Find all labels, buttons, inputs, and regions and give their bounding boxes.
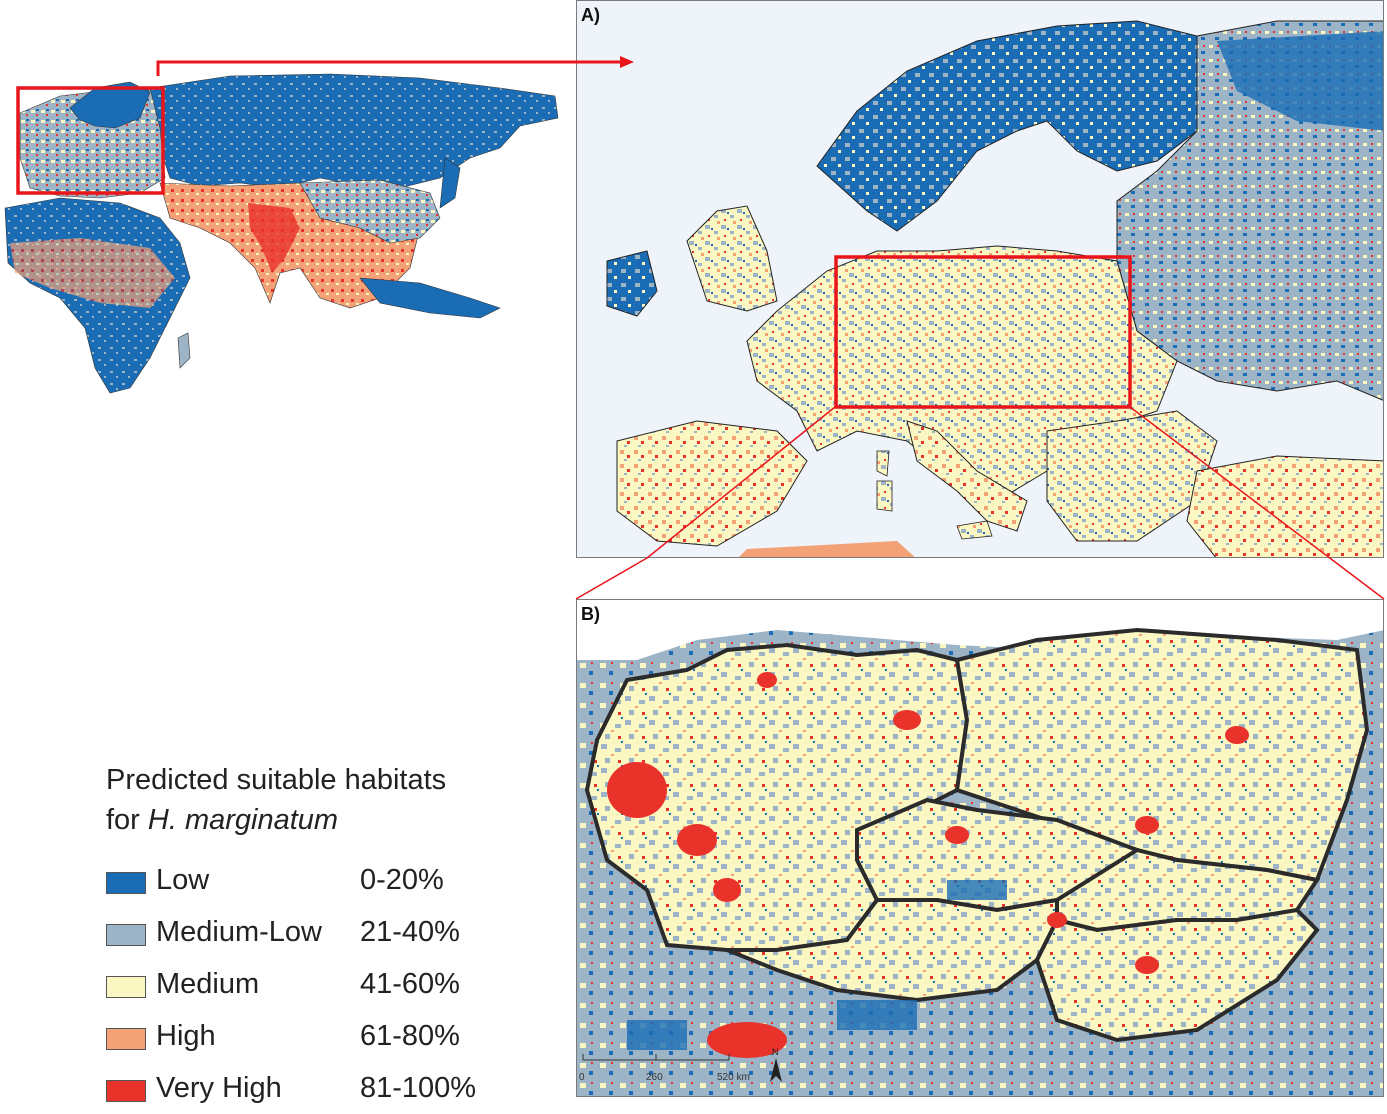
sahel-region [10, 238, 175, 308]
panel-a-label: A) [581, 5, 600, 25]
sea-islands-region [359, 277, 501, 319]
hotspot-warsaw [1225, 726, 1249, 744]
madagascar-region [177, 332, 191, 369]
legend-class-range: 0-20% [360, 864, 444, 896]
legend-swatch [106, 872, 146, 894]
zoom-line-right [1129, 406, 1385, 600]
turkey-area [1186, 455, 1383, 557]
japan-region [439, 157, 461, 209]
hotspot-north-italy [707, 1022, 787, 1058]
italy-area [906, 420, 1028, 532]
legend-item-low: Low 0-20% [106, 864, 546, 906]
europe-highlight-box [16, 86, 165, 195]
scale-tick-0: 0 [579, 1072, 585, 1083]
overview-map [0, 68, 565, 398]
legend-class-range: 41-60% [360, 968, 460, 1000]
iberia-area [616, 420, 808, 547]
legend-item-medium: Medium 41-60% [106, 968, 546, 1010]
low-patches [627, 880, 1007, 1050]
scale-bar: 0 260 520 km [579, 1054, 750, 1083]
overview-to-panel-a-arrow [156, 60, 630, 76]
arrow-head-icon [620, 56, 634, 68]
britain-area [686, 205, 778, 312]
legend-swatch [106, 924, 146, 946]
north-africa-area [739, 541, 915, 557]
legend-title-species: H. marginatum [147, 804, 339, 836]
legend-class-name: Very High [156, 1072, 282, 1104]
zoom-line-left [646, 406, 836, 559]
scale-tick-260: 260 [646, 1072, 663, 1083]
china-region [299, 179, 441, 244]
ireland-area [606, 250, 658, 317]
austria-area [726, 897, 1059, 1003]
scandinavia-region [69, 81, 151, 129]
panel-b-zoom-map: B) [576, 599, 1384, 1097]
panel-b-label: B) [581, 604, 600, 624]
panel-a-europe-map: A) [576, 0, 1384, 558]
hotspot-hamburg [757, 672, 777, 688]
hotspot-budapest [1135, 956, 1159, 974]
legend-class-name: High [156, 1020, 216, 1052]
scale-tick-520: 520 km [717, 1072, 750, 1083]
sicily-area [956, 520, 993, 540]
legend-swatch [106, 976, 146, 998]
hotspot-krakow [1135, 816, 1159, 834]
hotspot-vienna [1047, 912, 1067, 928]
scandinavia-area [816, 20, 1218, 232]
legend-item-medium-low: Medium-Low 21-40% [106, 916, 546, 958]
legend-item-very-high: Very High 81-100% [106, 1072, 546, 1114]
legend-title: Predicted suitable habitats for H. margi… [106, 760, 546, 840]
legend: Predicted suitable habitats for H. margi… [106, 760, 546, 1104]
legend-title-prefix: for [106, 804, 148, 836]
northwest-russia-area [1217, 31, 1383, 131]
legend-class-range: 21-40% [360, 916, 460, 948]
north-label: N [772, 1047, 779, 1057]
hotspots [607, 672, 1249, 1058]
india-region [248, 203, 300, 273]
hotspot-rhine-ruhr [607, 762, 667, 818]
corsica-area [876, 450, 890, 477]
russia-region [149, 73, 559, 189]
hotspot-stuttgart [713, 878, 741, 902]
legend-class-name: Medium-Low [156, 916, 322, 948]
legend-title-line1: Predicted suitable habitats [106, 764, 447, 796]
legend-item-high: High 61-80% [106, 1020, 546, 1062]
hotspot-berlin [893, 710, 921, 730]
sardinia-area [876, 480, 893, 512]
legend-class-range: 61-80% [360, 1020, 460, 1052]
hungary-area [1034, 907, 1320, 1043]
legend-swatch [106, 1028, 146, 1050]
legend-class-name: Low [156, 864, 210, 896]
hotspot-prague [945, 826, 969, 844]
legend-class-name: Medium [156, 968, 260, 1000]
zoom-line-left-lower [575, 557, 648, 600]
hotspot-frankfurt [677, 824, 717, 856]
central-europe-highlight-box [834, 255, 1132, 409]
north-arrow-icon: N [770, 1047, 782, 1082]
legend-class-range: 81-100% [360, 1072, 477, 1104]
